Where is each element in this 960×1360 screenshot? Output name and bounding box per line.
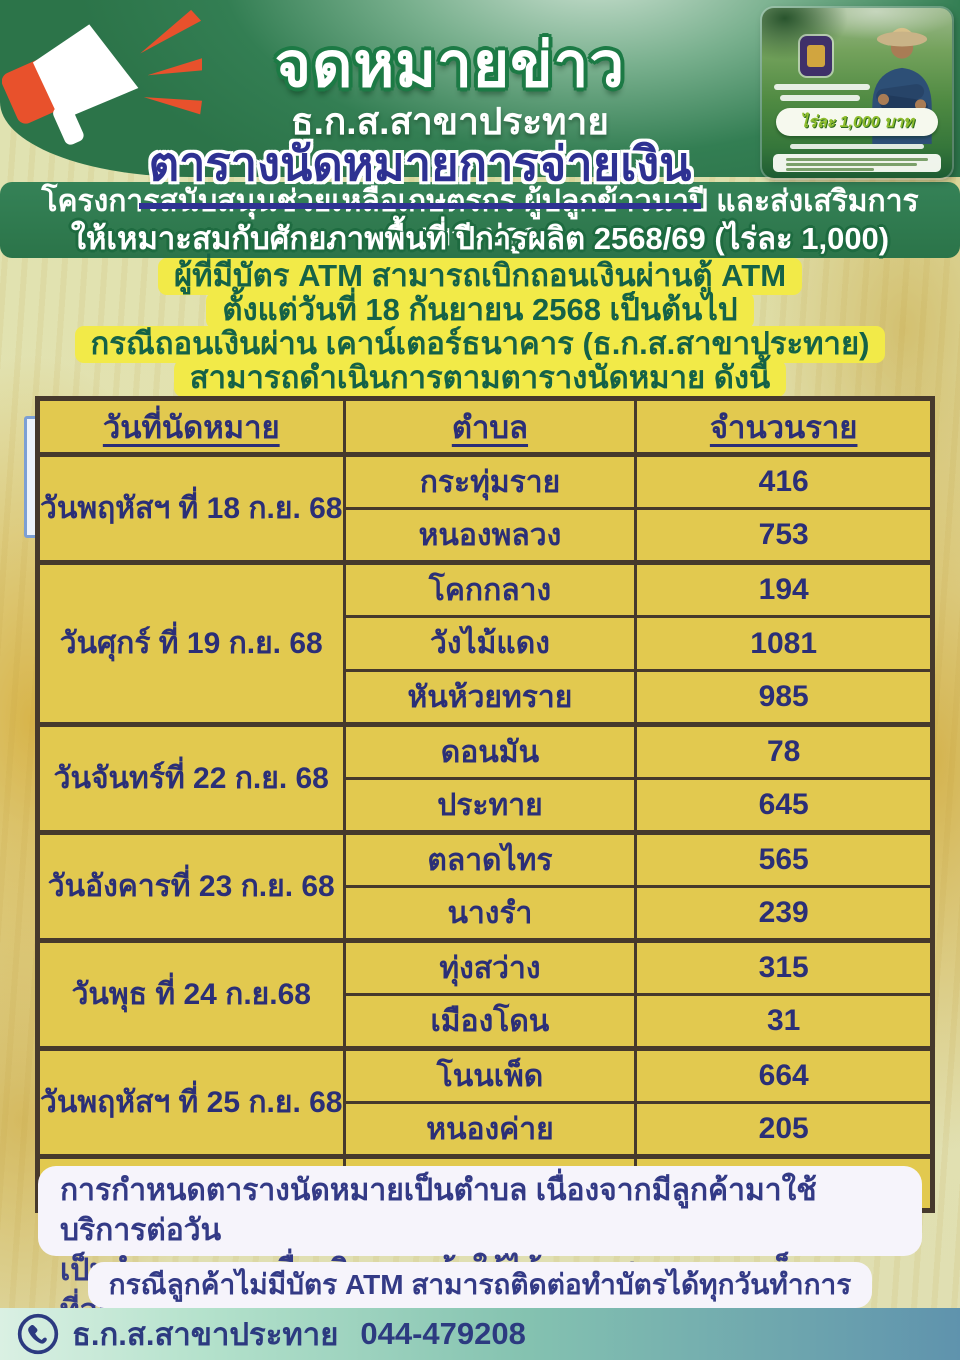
appointment-schedule-table: วันที่นัดหมาย ตำบล จำนวนราย วันพฤหัสฯ ที… xyxy=(35,396,935,1213)
banner-title: ตารางนัดหมายการจ่ายเงิน xyxy=(138,126,702,209)
table-row: วันศุกร์ ที่ 19 ก.ย. 68 โคกกลาง 194 xyxy=(36,560,934,726)
count-cell: 645 xyxy=(634,777,934,834)
table-row: วันพฤหัสฯ ที่ 25 ก.ย. 68 โนนเพ็ด 664 xyxy=(36,1046,934,1158)
note-box-atm: กรณีลูกค้าไม่มีบัตร ATM สามารถติดต่อทำบั… xyxy=(88,1262,872,1308)
footer-phone-number: 044-479208 xyxy=(360,1316,526,1351)
count-cell: 78 xyxy=(634,722,934,780)
table-row: วันจันทร์ที่ 22 ก.ย. 68 ดอนมัน 78 xyxy=(36,722,934,834)
date-cell: วันจันทร์ที่ 22 ก.ย. 68 xyxy=(36,722,346,834)
highlight-line-1-wrap: ผู้ที่มีบัตร ATM สามารถเบิกถอนเงินผ่านตู… xyxy=(0,258,960,295)
count-cell: 753 xyxy=(634,507,934,564)
highlight-line-3: กรณีถอนเงินผ่าน เคาน์เตอร์ธนาคาร (ธ.ก.ส.… xyxy=(74,326,886,363)
footer-bar: ธ.ก.ส.สาขาประทาย 044-479208 xyxy=(0,1308,960,1360)
table-row: เมืองโดน 31 xyxy=(38,993,934,1050)
poster-text-placeholder xyxy=(774,84,870,90)
date-cell: วันพฤหัสฯ ที่ 25 ก.ย. 68 xyxy=(36,1046,346,1158)
poster-text-placeholder xyxy=(780,95,860,101)
campaign-poster: ไร่ละ 1,000 บาท xyxy=(762,8,952,178)
tambon-cell: ดอนมัน xyxy=(342,722,638,780)
tambon-cell: หนองค่าย xyxy=(342,1101,638,1158)
count-cell: 31 xyxy=(634,993,934,1050)
intro-line-2: ให้เหมาะสมกับศักยภาพพื้นที่ ปีการผลิต 25… xyxy=(70,221,890,256)
highlight-line-4: สามารถดำเนินการตามตารางนัดหมาย ดังนี้ xyxy=(173,360,787,397)
note-atm-bold: ATM xyxy=(344,1269,404,1300)
date-cell: วันอังคารที่ 23 ก.ย. 68 xyxy=(36,830,346,942)
tambon-cell: หนองพลวง xyxy=(342,507,638,564)
poster-fineprint-box xyxy=(773,154,941,172)
poster-text-placeholder xyxy=(790,144,924,149)
tambon-cell: หันห้วยทราย xyxy=(342,669,638,726)
table-row: หนองพลวง 753 xyxy=(38,507,934,564)
note-atm-suffix: สามารถติดต่อทำบัตรได้ทุกวันทำการ xyxy=(403,1269,852,1300)
highlight-line-3-wrap: กรณีถอนเงินผ่าน เคาน์เตอร์ธนาคาร (ธ.ก.ส.… xyxy=(0,326,960,363)
table-row: วันอังคารที่ 23 ก.ย. 68 ตลาดไทร 565 xyxy=(36,830,934,942)
tambon-cell: ตลาดไทร xyxy=(342,830,638,888)
count-cell: 205 xyxy=(634,1101,934,1158)
tambon-cell: ทุ่งสว่าง xyxy=(342,938,638,996)
table-row: นางรำ 239 xyxy=(38,885,934,942)
baac-logo xyxy=(800,36,832,76)
count-cell: 194 xyxy=(634,560,934,618)
intro-line-1-wrap: โครงการสนับสนุนช่วยเหลือเกษตรกร ผู้ปลูกข… xyxy=(0,182,960,258)
date-cell: วันพุธ ที่ 24 ก.ย.68 xyxy=(36,938,346,1050)
highlight-line-2: ตั้งแต่วันที่ 18 กันยายน 2568 เป็นต้นไป xyxy=(206,292,754,329)
tambon-cell: โนนเพ็ด xyxy=(342,1046,638,1104)
poster-amount-text: ไร่ละ 1,000 บาท xyxy=(800,113,914,131)
tambon-cell: ประทาย xyxy=(342,777,638,834)
table-header-row: วันที่นัดหมาย ตำบล จำนวนราย xyxy=(36,397,934,456)
tambon-cell: นางรำ xyxy=(342,885,638,942)
table-row: หนองค่าย 205 xyxy=(38,1101,934,1158)
poster-amount-pill: ไร่ละ 1,000 บาท xyxy=(776,108,938,136)
footer-branch: ธ.ก.ส.สาขาประทาย xyxy=(72,1317,339,1352)
highlight-line-2-wrap: ตั้งแต่วันที่ 18 กันยายน 2568 เป็นต้นไป xyxy=(0,292,960,329)
col-header-count: จำนวนราย xyxy=(634,397,934,456)
intro-line-2-wrap: ให้เหมาะสมกับศักยภาพพื้นที่ ปีการผลิต 25… xyxy=(0,222,960,256)
date-cell: วันพฤหัสฯ ที่ 18 ก.ย. 68 xyxy=(36,452,346,564)
count-cell: 239 xyxy=(634,885,934,942)
table-row: หันห้วยทราย 985 xyxy=(38,669,934,726)
note-atm-prefix: กรณีลูกค้าไม่มีบัตร xyxy=(108,1269,345,1300)
page-title: จดหมายข่าว xyxy=(274,31,626,100)
tambon-cell: วังไม้แดง xyxy=(342,615,638,672)
count-cell: 565 xyxy=(634,830,934,888)
megaphone-icon xyxy=(2,9,202,145)
tambon-cell: โคกกลาง xyxy=(342,560,638,618)
count-cell: 985 xyxy=(634,669,934,726)
tambon-cell: เมืองโดน xyxy=(342,993,638,1050)
highlight-line-4-wrap: สามารถดำเนินการตามตารางนัดหมาย ดังนี้ xyxy=(0,360,960,397)
note-line-1: การกำหนดตารางนัดหมายเป็นตำบล เนื่องจากมี… xyxy=(60,1174,817,1247)
highlight-line-1: ผู้ที่มีบัตร ATM สามารถเบิกถอนเงินผ่านตู… xyxy=(157,258,803,295)
tambon-cell: กระทุ่มราย xyxy=(342,452,638,510)
col-header-date: วันที่นัดหมาย xyxy=(36,397,346,456)
count-cell: 315 xyxy=(634,938,934,996)
col-header-tambon: ตำบล xyxy=(342,397,638,456)
count-cell: 664 xyxy=(634,1046,934,1104)
banner-title-wrap: ตารางนัดหมายการจ่ายเงิน xyxy=(0,126,840,209)
table-row: วันพฤหัสฯ ที่ 18 ก.ย. 68 กระทุ่มราย 416 xyxy=(36,452,934,564)
phone-icon xyxy=(17,1313,59,1355)
table-row: ประทาย 645 xyxy=(38,777,934,834)
table-row: วันพุธ ที่ 24 ก.ย.68 ทุ่งสว่าง 315 xyxy=(36,938,934,1050)
count-cell: 1081 xyxy=(634,615,934,672)
note-box-scheduling: การกำหนดตารางนัดหมายเป็นตำบล เนื่องจากมี… xyxy=(38,1166,922,1327)
count-cell: 416 xyxy=(634,452,934,510)
table-row: วังไม้แดง 1081 xyxy=(38,615,934,672)
intro-line-1: โครงการสนับสนุนช่วยเหลือเกษตรกร ผู้ปลูกข… xyxy=(0,182,960,258)
page-subtitle: ธ.ก.ส.สาขาประทาย xyxy=(291,101,609,142)
date-cell: วันศุกร์ ที่ 19 ก.ย. 68 xyxy=(36,560,346,726)
